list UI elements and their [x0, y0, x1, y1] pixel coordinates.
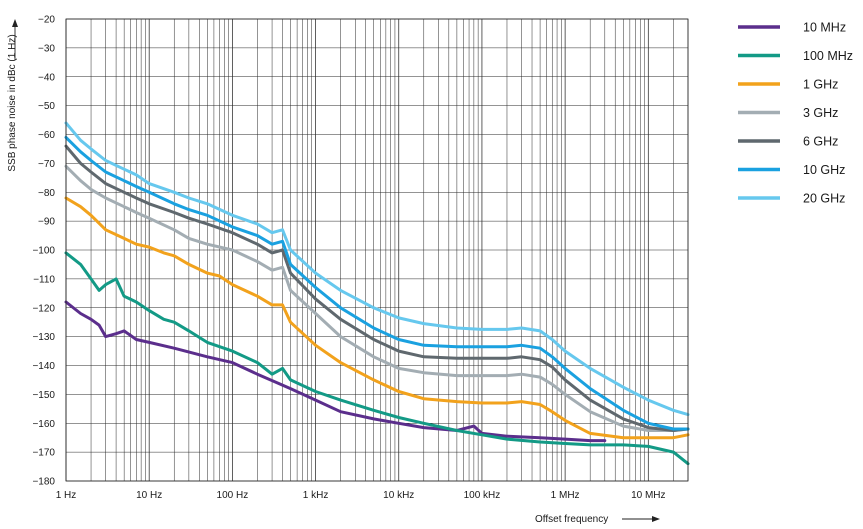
legend-label: 6 GHz: [803, 135, 838, 149]
grid: [65, 18, 689, 482]
x-tick-label: 10 MHz: [631, 490, 665, 501]
legend-label: 20 GHz: [803, 192, 845, 206]
x-tick-label: 10 kHz: [383, 490, 414, 501]
x-axis-arrowhead: [652, 516, 660, 522]
y-tick-label: −20: [38, 15, 55, 26]
series-line-4: [64, 144, 690, 432]
y-tick-label: −140: [32, 361, 55, 372]
x-tick-label: 1 Hz: [56, 490, 77, 501]
x-tick-label: 10 Hz: [136, 490, 162, 501]
y-tick-label: −50: [38, 101, 55, 112]
series-line-3: [64, 164, 690, 432]
series-line-0: [64, 300, 607, 443]
y-tick-label: −160: [32, 419, 55, 430]
y-tick-label: −90: [38, 217, 55, 228]
y-tick-label: −170: [32, 448, 55, 459]
tick-labels: −20 −30 −40 −50 −60 −70 −80 −90 −100 −110 −120 −130…: [32, 15, 665, 502]
x-axis-title: Offset frequency: [535, 514, 608, 525]
legend-label: 3 GHz: [803, 106, 838, 120]
y-axis-title: SSB phase noise in dBc (1 Hz): [7, 34, 18, 171]
legend-label: 1 GHz: [803, 78, 838, 92]
y-tick-label: −100: [32, 246, 55, 257]
y-tick-label: −40: [38, 72, 55, 83]
y-tick-label: −130: [32, 332, 55, 343]
legend-label: 10 MHz: [803, 21, 846, 35]
y-tick-label: −120: [32, 303, 55, 314]
legend: 10 MHz 100 MHz 1 GHz 3 GHz 6 GHz 10 GHz 20 GHz: [738, 21, 853, 206]
x-tick-label: 100 kHz: [464, 490, 501, 501]
series-line-5: [64, 135, 690, 431]
y-tick-label: −80: [38, 188, 55, 199]
y-tick-label: −60: [38, 130, 55, 141]
y-tick-label: −30: [38, 43, 55, 54]
series-line-2: [64, 196, 690, 440]
y-tick-label: −110: [33, 274, 55, 285]
legend-label: 100 MHz: [803, 49, 853, 63]
series-line-6: [64, 121, 690, 417]
legend-label: 10 GHz: [803, 163, 845, 177]
series-lines: [64, 121, 690, 466]
series-line-1: [64, 251, 690, 466]
y-tick-label: −150: [32, 390, 55, 401]
y-tick-label: −70: [38, 159, 55, 170]
x-tick-label: 100 Hz: [217, 490, 249, 501]
y-axis-arrowhead: [12, 19, 18, 27]
y-tick-label: −180: [32, 477, 55, 488]
x-tick-label: 1 MHz: [551, 490, 580, 501]
x-tick-label: 1 kHz: [303, 490, 329, 501]
plot-frame: [65, 18, 689, 482]
